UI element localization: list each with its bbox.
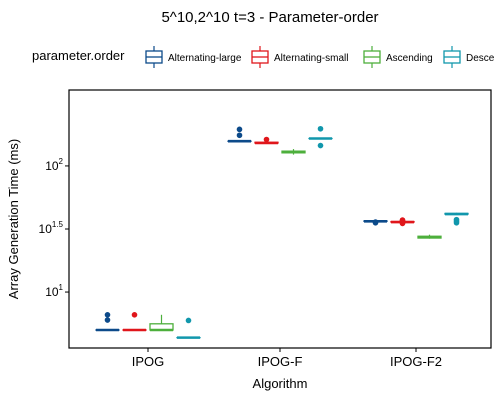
legend-label-0: Alternating-large — [168, 53, 242, 64]
legend-label-3: Desce — [466, 53, 495, 64]
x-tick-label-ipog-f: IPOG-F — [258, 354, 303, 369]
legend-label-2: Ascending — [386, 53, 433, 64]
x-tick-label-ipog: IPOG — [132, 354, 165, 369]
legend-entry-3: Desce — [443, 46, 495, 68]
box-ipog-1 — [122, 312, 147, 332]
box-ipog-f2-3 — [444, 212, 469, 226]
outlier-point — [104, 312, 111, 318]
outlier-point — [317, 125, 324, 132]
outlier-point — [372, 219, 379, 225]
outlier-point — [104, 317, 111, 323]
y-tick-label-2: 102 — [45, 157, 63, 173]
box-ipog-f-0 — [227, 126, 252, 143]
box-ipog-3 — [176, 317, 201, 339]
plot-panel — [68, 89, 492, 349]
box-ipog-f2-0 — [363, 219, 388, 226]
legend-title: parameter.order — [32, 48, 125, 63]
outlier-point — [236, 126, 243, 133]
outlier-point — [185, 317, 192, 324]
box-ipog-0 — [95, 312, 120, 332]
y-axis-label: Array Generation Time (ms) — [6, 139, 21, 299]
box-ipog-f2-1 — [390, 217, 415, 227]
outlier-point — [236, 132, 243, 139]
x-axis: IPOG IPOG-F IPOG-F2 — [132, 348, 442, 369]
box-ipog-f2-2 — [417, 234, 442, 239]
legend: parameter.order Alternating-large Alterna… — [32, 46, 495, 68]
legend-label-1: Alternating-small — [274, 53, 348, 64]
box-series-group — [95, 125, 469, 339]
box-ipog-2 — [149, 314, 174, 332]
chart-title: 5^10,2^10 t=3 - Parameter-order — [161, 9, 378, 26]
box-ipog-f-1 — [254, 136, 279, 145]
outlier-point — [453, 216, 460, 223]
y-tick-label-1: 101.5 — [39, 220, 64, 236]
outlier-point — [399, 217, 406, 223]
y-tick-label-0: 101 — [45, 283, 63, 299]
legend-entry-0: Alternating-large — [145, 46, 242, 68]
x-axis-label: Algorithm — [253, 376, 308, 391]
outlier-point — [317, 142, 324, 149]
y-axis: 101 101.5 102 — [39, 157, 69, 299]
x-tick-label-ipog-f2: IPOG-F2 — [390, 354, 442, 369]
outlier-point — [263, 136, 270, 143]
legend-entry-2: Ascending — [363, 46, 433, 68]
box-ipog-f-3 — [308, 125, 333, 149]
box-ipog-f-2 — [281, 149, 306, 155]
legend-entry-1: Alternating-small — [251, 46, 348, 68]
outlier-point — [131, 312, 138, 318]
